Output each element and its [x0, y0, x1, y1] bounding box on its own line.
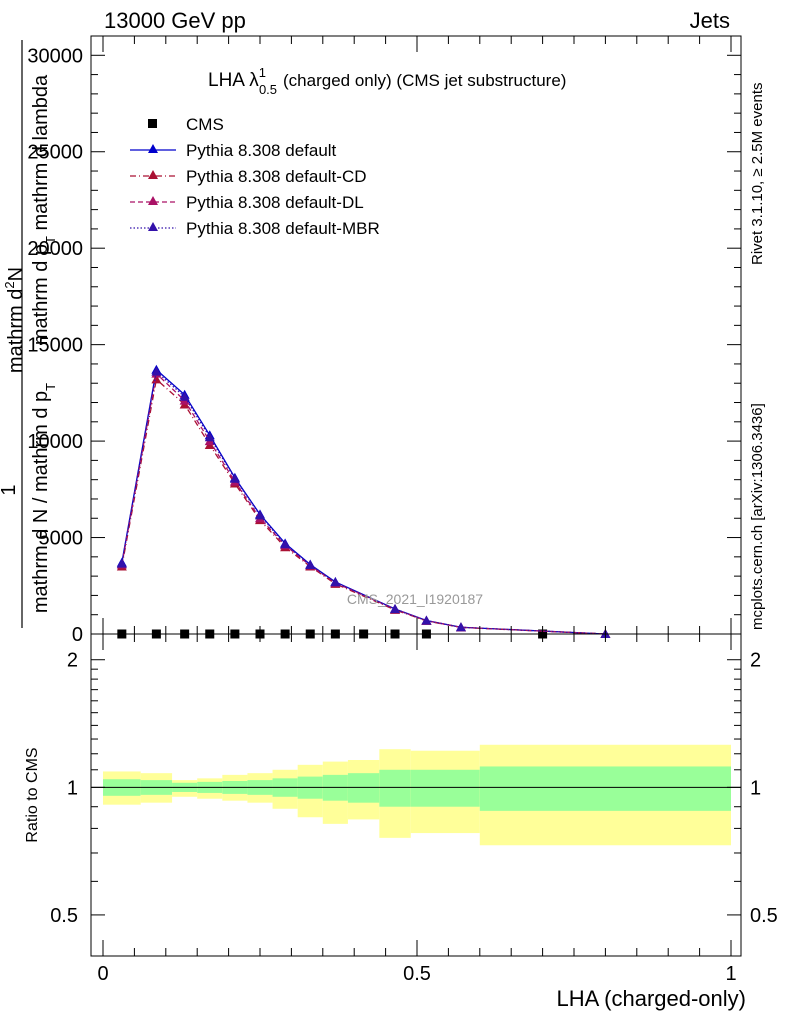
series-marker-4 — [179, 391, 190, 401]
legend-label-default: Pythia 8.308 default — [186, 141, 337, 160]
title-superscript: 1 — [259, 65, 266, 80]
ylabel-outer-denominator: mathrm d N / mathrm d pT — [30, 383, 58, 613]
main-y-tick-label: 30000 — [27, 45, 83, 67]
ratio-band-inner — [347, 773, 380, 803]
ratio-band-inner — [379, 769, 411, 807]
ratio-band-group — [103, 744, 731, 846]
legend-marker-cms — [148, 119, 157, 128]
legend-entry-cms: CMS — [148, 115, 224, 134]
legend-label-default-dl: Pythia 8.308 default-DL — [186, 193, 364, 212]
series-marker-4 — [229, 473, 240, 483]
plot-title: LHA λ1 0.5 (charged only) (CMS jet substru… — [208, 65, 566, 97]
ratio-y-tick-label-right: 0.5 — [750, 905, 778, 927]
analysis-watermark: CMS_2021_I1920187 — [347, 591, 483, 607]
x-axis-label: LHA (charged-only) — [556, 986, 746, 1011]
ylabel-outer-numerator: 1 — [0, 484, 20, 495]
ratio-y-tick-label: 0.5 — [50, 905, 78, 927]
legend-entry-default-cd: Pythia 8.308 default-CD — [130, 167, 367, 186]
main-y-tick-label: 0 — [72, 624, 83, 646]
main-y-tick-label: 5000 — [39, 528, 84, 550]
legend: CMS Pythia 8.308 default Pythia 8.308 de… — [130, 115, 380, 238]
series-marker-4 — [305, 559, 316, 569]
series-marker-4 — [204, 432, 215, 442]
legend-entry-default: Pythia 8.308 default — [130, 141, 337, 160]
main-y-tick-label: 10000 — [27, 431, 83, 453]
ratio-band-inner — [410, 769, 480, 807]
main-y-tick-label: 20000 — [27, 238, 83, 260]
ratio-y-tick-label: 1 — [67, 777, 78, 799]
legend-marker-default-dl — [148, 196, 158, 205]
ylabel-inner-numerator: mathrm d2N — [2, 267, 27, 373]
series-marker-4 — [280, 539, 291, 549]
legend-entry-default-dl: Pythia 8.308 default-DL — [130, 193, 364, 212]
series-marker-2 — [151, 374, 162, 384]
ratio-band-inner — [479, 766, 731, 811]
category-label: Jets — [690, 8, 730, 33]
x-tick-label: 1 — [725, 963, 736, 985]
ratio-axis-ticks: 0.5 0.5 1 1 2 2 — [50, 650, 778, 927]
x-axis-ticks: 0 0.5 1 — [97, 36, 737, 985]
title-main: LHA λ — [208, 70, 259, 91]
legend-marker-default — [148, 144, 158, 153]
x-tick-label: 0 — [97, 963, 108, 985]
ratio-y-tick-label-right: 1 — [750, 777, 761, 799]
main-axis-ticks: 0 5000 10000 15000 20000 25000 30000 — [27, 35, 741, 646]
main-y-tick-label: 15000 — [27, 335, 83, 357]
title-subscript: 0.5 — [259, 82, 277, 97]
ratio-y-axis-label: Ratio to CMS — [24, 747, 41, 842]
mcplots-reference-label: mcplots.cern.ch [arXiv:1306.3436] — [749, 403, 766, 630]
x-tick-label: 0.5 — [403, 963, 431, 985]
ratio-plot-frame — [90, 633, 742, 957]
ylabel-inner-denominator: mathrm d pT mathrm d lambda — [30, 74, 58, 345]
series-marker-4 — [390, 604, 401, 614]
series-marker-4 — [116, 558, 127, 568]
collision-label: 13000 GeV pp — [104, 8, 246, 33]
legend-label-cms: CMS — [186, 115, 224, 134]
ratio-y-tick-label-right: 2 — [750, 650, 761, 672]
series-marker-4 — [330, 577, 341, 587]
series-marker-4 — [455, 622, 466, 632]
series-marker-4 — [151, 366, 162, 376]
ratio-y-tick-label: 2 — [67, 650, 78, 672]
title-rest: (charged only) (CMS jet substructure) — [283, 71, 566, 90]
legend-label-default-mbr: Pythia 8.308 default-MBR — [186, 219, 380, 238]
legend-marker-default-cd — [148, 170, 158, 179]
legend-label-default-cd: Pythia 8.308 default-CD — [186, 167, 367, 186]
legend-marker-default-mbr — [148, 222, 158, 231]
main-y-tick-label: 25000 — [27, 142, 83, 164]
rivet-version-label: Rivet 3.1.10, ≥ 2.5M events — [749, 83, 766, 266]
main-y-axis-label: mathrm d2N mathrm d pT mathrm d lambda 1… — [0, 40, 58, 628]
series-marker-4 — [421, 615, 432, 625]
legend-entry-default-mbr: Pythia 8.308 default-MBR — [130, 219, 380, 238]
series-marker-4 — [255, 510, 265, 520]
